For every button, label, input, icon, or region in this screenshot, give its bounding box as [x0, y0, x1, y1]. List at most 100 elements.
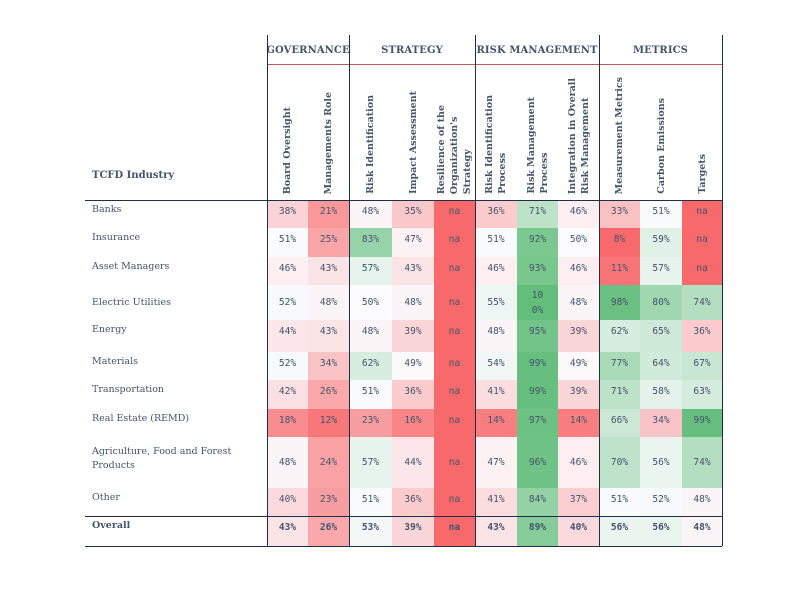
value-cell: 14%: [558, 409, 599, 437]
value-cell: 92%: [517, 228, 558, 257]
value-cell: 48%: [682, 488, 722, 516]
value-cell: 46%: [475, 257, 517, 285]
value-cell: 33%: [599, 200, 640, 228]
value-cell: 8%: [599, 228, 640, 257]
value-cell: 62%: [349, 352, 392, 380]
column-header-label: Board Oversight: [281, 107, 294, 194]
overall-row-label: Overall: [92, 520, 131, 531]
value-cell: 50%: [349, 285, 392, 320]
value-cell: 99%: [682, 409, 722, 437]
value-cell: 46%: [558, 200, 599, 228]
value-cell: 51%: [267, 228, 308, 257]
value-cell: 51%: [475, 228, 517, 257]
value-cell: 37%: [558, 488, 599, 516]
header-bottom-rule: [85, 200, 722, 201]
value-cell: 16%: [392, 409, 434, 437]
value-cell: 39%: [392, 516, 434, 546]
na-cell: na: [434, 516, 475, 546]
value-cell: 95%: [517, 320, 558, 352]
column-header-label: Carbon Emissions: [655, 98, 668, 194]
row-label: Other: [92, 492, 120, 503]
column-header-line: Managements Role: [323, 91, 334, 194]
value-cell: 70%: [599, 437, 640, 488]
na-cell: na: [434, 352, 475, 380]
column-header-line: Process: [538, 152, 550, 194]
column-header-line: Integration in Overall: [566, 77, 578, 194]
group-underline: [600, 64, 722, 65]
value-cell: 56%: [640, 516, 682, 546]
value-cell: 63%: [682, 380, 722, 409]
column-header-line: Board Oversight: [282, 106, 293, 194]
value-cell: 71%: [599, 380, 640, 409]
value-cell: 52%: [267, 352, 308, 380]
value-cell: 34%: [640, 409, 682, 437]
column-header-label: Risk Identification: [364, 95, 377, 194]
group-divider: [599, 35, 600, 546]
na-cell: na: [682, 257, 722, 285]
column-header-line: Resilience of the: [436, 104, 447, 194]
group-underline: [268, 64, 349, 65]
value-cell: 26%: [308, 380, 349, 409]
column-header-label: Resilience of the Organization's Strategy: [435, 105, 474, 194]
group-header-risk-management: RISK MANAGEMENT: [476, 44, 598, 56]
value-cell: 67%: [682, 352, 722, 380]
group-divider: [267, 35, 268, 546]
value-cell: 43%: [308, 257, 349, 285]
value-cell: 43%: [308, 320, 349, 352]
value-cell: 34%: [308, 352, 349, 380]
row-label: Asset Managers: [92, 261, 170, 272]
value-cell: 44%: [267, 320, 308, 352]
value-cell: 83%: [349, 228, 392, 257]
value-cell: 80%: [640, 285, 682, 320]
na-cell: na: [434, 228, 475, 257]
value-cell: 46%: [558, 437, 599, 488]
column-header-line: Impact Assessment: [407, 91, 419, 194]
na-cell: na: [434, 320, 475, 352]
value-cell: 48%: [349, 320, 392, 352]
column-header-line: Organization's: [449, 116, 460, 194]
value-cell: 40%: [558, 516, 599, 546]
column-header: Impact Assessment: [392, 65, 434, 200]
value-cell: 57%: [349, 257, 392, 285]
value-cell: 18%: [267, 409, 308, 437]
value-cell: 48%: [349, 200, 392, 228]
column-header-line: Risk Identification: [484, 95, 495, 194]
value-cell: 74%: [682, 437, 722, 488]
value-cell: 55%: [475, 285, 517, 320]
value-cell: 99%: [517, 352, 558, 380]
value-cell: 51%: [640, 200, 682, 228]
table-bottom-rule: [85, 546, 722, 547]
value-cell: 12%: [308, 409, 349, 437]
na-cell: na: [682, 228, 722, 257]
column-header: Risk Identification: [349, 65, 392, 200]
value-cell: 65%: [640, 320, 682, 352]
column-header-label: Risk Identification Process: [483, 95, 509, 194]
value-cell: 96%: [517, 437, 558, 488]
row-label: Real Estate (REMD): [92, 413, 190, 424]
group-header-metrics: METRICS: [632, 44, 688, 56]
value-cell: 21%: [308, 200, 349, 228]
value-cell: 49%: [392, 352, 434, 380]
value-cell: 41%: [475, 488, 517, 516]
na-cell: na: [434, 437, 475, 488]
column-header-line: Process: [497, 152, 508, 194]
na-cell: na: [434, 380, 475, 409]
na-cell: na: [434, 285, 475, 320]
value-cell: 38%: [267, 200, 308, 228]
group-header-strategy: STRATEGY: [381, 44, 443, 56]
row-label: Banks: [92, 204, 122, 215]
na-cell: na: [682, 200, 722, 228]
value-cell: 53%: [349, 516, 392, 546]
column-header: Measurement Metrics: [599, 65, 640, 200]
value-cell: 84%: [517, 488, 558, 516]
column-header-label: Targets: [696, 154, 709, 194]
value-cell: 49%: [558, 352, 599, 380]
group-divider: [475, 35, 476, 546]
value-cell: 48%: [392, 285, 434, 320]
group-header-governance: GOVERNANCE: [266, 44, 350, 56]
value-cell: 56%: [599, 516, 640, 546]
value-cell: 36%: [682, 320, 722, 352]
value-cell: 93%: [517, 257, 558, 285]
value-cell: 48%: [558, 285, 599, 320]
column-header-line: Risk Management: [579, 97, 591, 194]
